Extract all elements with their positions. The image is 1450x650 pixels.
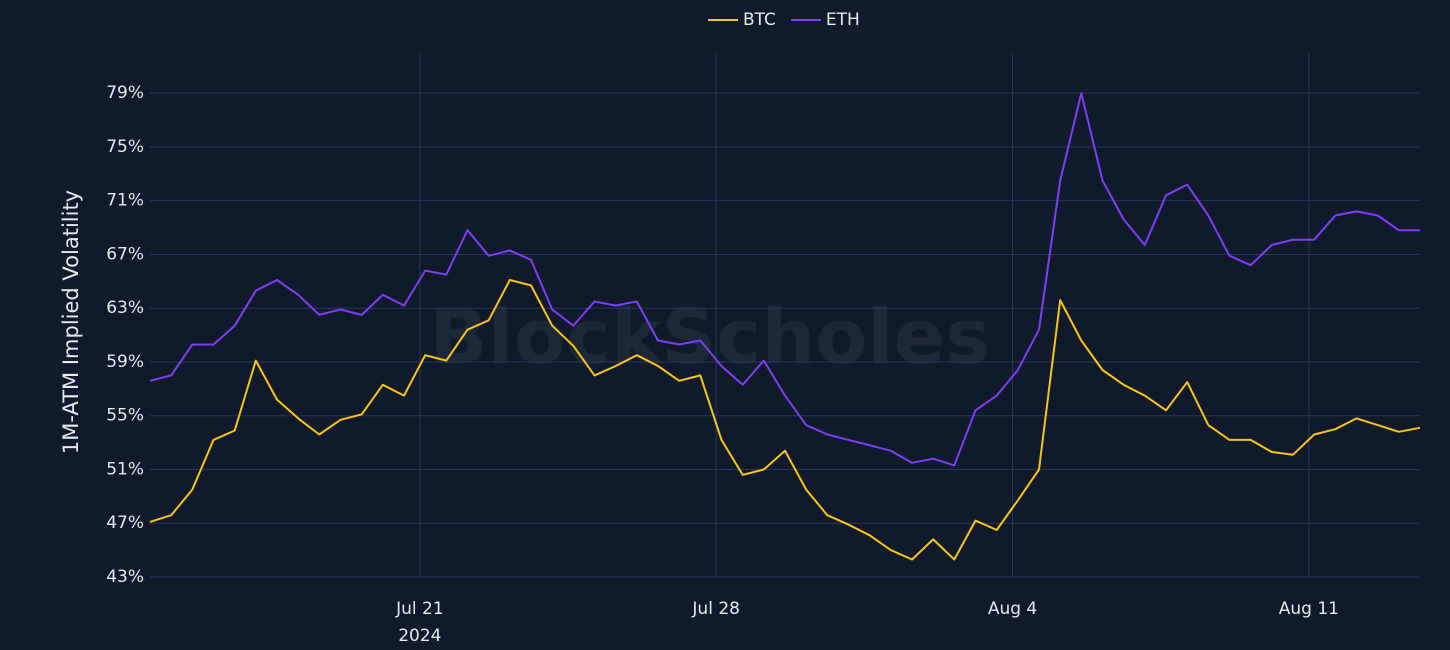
- y-tick-label: 59%: [106, 352, 144, 372]
- legend-label: ETH: [826, 10, 860, 30]
- y-tick-label: 47%: [106, 513, 144, 533]
- line-series: [149, 279, 1421, 561]
- y-tick-label: 51%: [106, 459, 144, 479]
- legend: BTC ETH: [708, 10, 860, 30]
- y-tick-label: 71%: [106, 191, 144, 211]
- y-tick-label: 43%: [106, 567, 144, 587]
- x-tick-label: Jul 21: [395, 599, 444, 619]
- x-tick-label: Aug 4: [988, 599, 1037, 619]
- y-tick-label: 55%: [106, 406, 144, 426]
- x-tick-label: Aug 11: [1279, 599, 1339, 619]
- x-year-label: 2024: [398, 626, 441, 646]
- y-tick-label: 79%: [106, 83, 144, 103]
- line-series: [149, 92, 1420, 467]
- y-tick-label: 63%: [106, 298, 144, 318]
- legend-label: BTC: [743, 10, 776, 30]
- y-axis-title: 1M-ATM Implied Volatility: [59, 190, 83, 454]
- y-tick-label: 67%: [106, 244, 144, 264]
- x-tick-label: Jul 28: [691, 599, 740, 619]
- watermark: BlockScholes: [430, 292, 991, 381]
- y-tick-label: 75%: [106, 137, 144, 157]
